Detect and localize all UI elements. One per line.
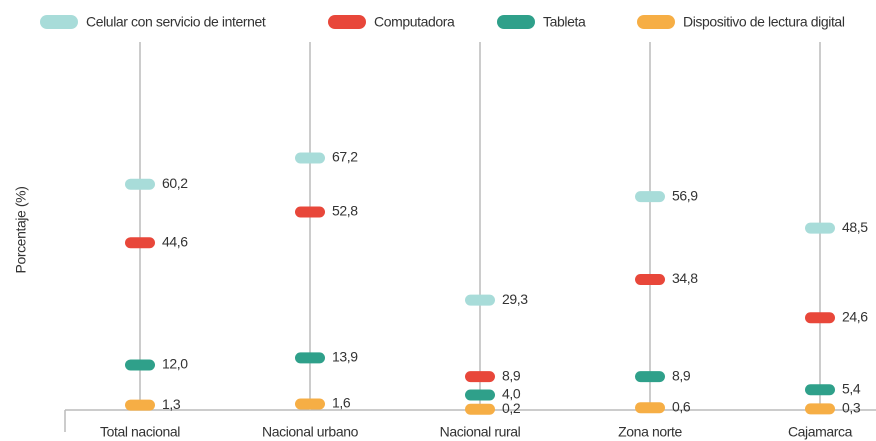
y-axis-label: Porcentaje (%)	[13, 187, 29, 274]
value-label: 60,2	[162, 175, 188, 191]
value-label: 12,0	[162, 356, 188, 372]
dot-marker	[805, 384, 835, 396]
dot-marker	[125, 237, 155, 249]
dot-marker	[125, 359, 155, 371]
x-tick-label: Nacional rural	[440, 424, 521, 440]
value-label: 5,4	[842, 380, 861, 396]
value-label: 13,9	[332, 349, 358, 365]
value-label: 56,9	[672, 187, 698, 203]
x-tick-label: Total nacional	[100, 424, 180, 440]
legend-swatch	[40, 15, 78, 29]
value-label: 34,8	[672, 270, 698, 286]
value-label: 52,8	[332, 203, 358, 219]
value-label: 1,3	[162, 396, 181, 412]
dot-marker	[465, 294, 495, 306]
dot-marker	[635, 402, 665, 414]
value-label: 0,3	[842, 400, 861, 416]
legend-swatch	[497, 15, 535, 29]
dot-marker	[295, 206, 325, 218]
x-tick-label: Cajamarca	[788, 424, 853, 440]
value-label: 67,2	[332, 149, 358, 165]
value-label: 48,5	[842, 219, 868, 235]
legend-swatch	[328, 15, 366, 29]
legend-label: Computadora	[374, 14, 455, 30]
x-tick-label: Zona norte	[618, 424, 682, 440]
dot-marker	[635, 191, 665, 203]
dot-marker	[635, 274, 665, 285]
dot-marker	[805, 403, 835, 415]
x-tick-label: Nacional urbano	[262, 424, 359, 440]
dot-marker	[805, 312, 835, 324]
dot-marker	[465, 403, 495, 415]
value-label: 0,6	[672, 398, 691, 414]
dot-marker	[635, 371, 665, 383]
value-label: 44,6	[162, 233, 188, 249]
dot-marker	[295, 352, 325, 364]
dot-marker	[125, 178, 155, 190]
value-label: 1,6	[332, 395, 351, 411]
value-label: 0,2	[502, 400, 521, 416]
dot-marker	[465, 389, 495, 401]
value-label: 4,0	[502, 386, 521, 402]
value-label: 24,6	[842, 308, 868, 324]
dot-marker	[295, 398, 325, 410]
dot-marker	[465, 371, 495, 383]
value-label: 29,3	[502, 291, 528, 307]
dot-marker	[295, 152, 325, 164]
value-label: 8,9	[502, 367, 521, 383]
legend-label: Tableta	[543, 14, 586, 30]
legend-swatch	[637, 15, 675, 29]
dot-marker	[805, 222, 835, 234]
legend-label: Celular con servicio de internet	[86, 14, 266, 30]
legend-label: Dispositivo de lectura digital	[683, 14, 845, 30]
value-label: 8,9	[672, 367, 691, 383]
dot-marker	[125, 399, 155, 411]
